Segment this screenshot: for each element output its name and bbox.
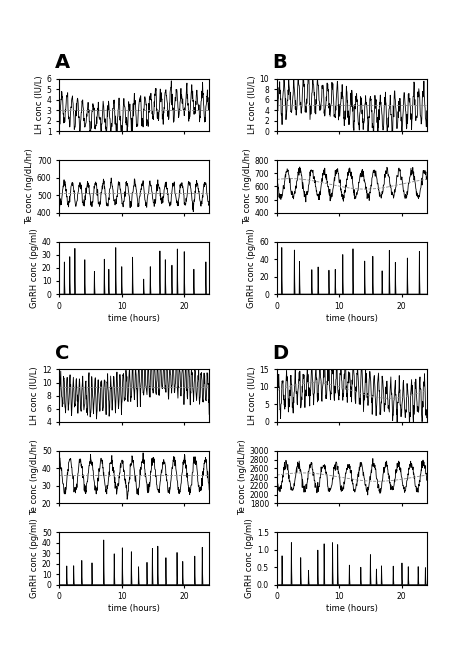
Y-axis label: GnRH conc (pg/ml): GnRH conc (pg/ml) <box>30 518 39 599</box>
X-axis label: time (hours): time (hours) <box>108 313 160 323</box>
Y-axis label: GnRH conc (pg/ml): GnRH conc (pg/ml) <box>30 228 39 307</box>
Y-axis label: Te conc (ng/dL/hr): Te conc (ng/dL/hr) <box>243 148 252 224</box>
Y-axis label: Te conc (ng/dL/hr): Te conc (ng/dL/hr) <box>30 440 39 515</box>
Text: B: B <box>272 53 287 72</box>
X-axis label: time (hours): time (hours) <box>326 604 378 613</box>
Y-axis label: LH conc (IU/L): LH conc (IU/L) <box>30 367 39 425</box>
Text: C: C <box>55 344 69 363</box>
Y-axis label: Te conc (ng/dL/hr): Te conc (ng/dL/hr) <box>25 148 34 224</box>
Y-axis label: Te conc (ng/dL/hr): Te conc (ng/dL/hr) <box>238 440 247 515</box>
Y-axis label: LH conc (IU/L): LH conc (IU/L) <box>247 76 256 135</box>
X-axis label: time (hours): time (hours) <box>108 604 160 613</box>
Y-axis label: GnRH conc (pg/ml): GnRH conc (pg/ml) <box>247 228 256 307</box>
Text: D: D <box>272 344 288 363</box>
Text: A: A <box>55 53 70 72</box>
Y-axis label: GnRH conc (pg/ml): GnRH conc (pg/ml) <box>245 518 254 599</box>
Y-axis label: LH conc (IU/L): LH conc (IU/L) <box>247 367 256 425</box>
Y-axis label: LH conc (IU/L): LH conc (IU/L) <box>35 76 44 135</box>
X-axis label: time (hours): time (hours) <box>326 313 378 323</box>
